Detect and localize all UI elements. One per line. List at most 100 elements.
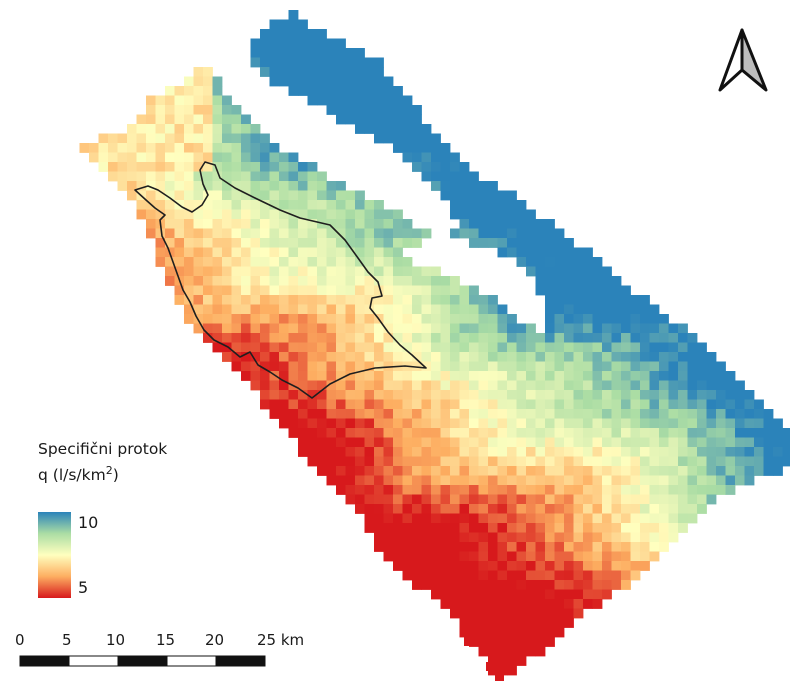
raster-cell [402, 570, 413, 581]
raster-cell [735, 466, 745, 476]
raster-cell [478, 456, 489, 467]
raster-cell [488, 437, 498, 448]
raster-cell [687, 418, 698, 429]
raster-cell [431, 466, 441, 476]
raster-cell [317, 314, 327, 324]
raster-cell [89, 143, 99, 153]
raster-cell [431, 437, 441, 448]
raster-cell [554, 228, 565, 239]
raster-cell [298, 162, 308, 172]
raster-cell [621, 485, 631, 495]
raster-cell [592, 399, 603, 410]
raster-cell [317, 276, 327, 286]
raster-cell [649, 485, 660, 495]
raster-cell [440, 276, 451, 286]
raster-cell [545, 627, 555, 638]
raster-cell [364, 247, 375, 258]
raster-cell [687, 513, 698, 524]
raster-cell [374, 532, 384, 543]
raster-cell [269, 162, 280, 172]
raster-cell [279, 238, 289, 248]
raster-cell [269, 190, 280, 201]
raster-cell [725, 485, 736, 495]
raster-cell [659, 399, 669, 410]
raster-cell [640, 504, 650, 514]
raster-cell [146, 190, 156, 201]
raster-cell [298, 333, 308, 343]
raster-cell [573, 437, 584, 448]
raster-cell [326, 295, 337, 305]
raster-cell [640, 399, 650, 410]
raster-cell [450, 456, 460, 467]
raster-cell [488, 428, 498, 438]
raster-cell [326, 352, 337, 362]
raster-cell [478, 304, 489, 315]
raster-cell [564, 523, 574, 533]
raster-cell [174, 295, 185, 305]
raster-cell [564, 504, 574, 514]
raster-cell [383, 124, 394, 134]
raster-cell [659, 428, 669, 438]
raster-cell [545, 551, 555, 562]
raster-cell [345, 209, 356, 220]
raster-cell [241, 333, 251, 343]
raster-cell [402, 475, 413, 486]
raster-cell [507, 494, 517, 505]
raster-cell [184, 228, 194, 239]
raster-cell [459, 418, 470, 429]
raster-cell [478, 238, 489, 248]
raster-cell [203, 266, 213, 277]
raster-cell [678, 352, 688, 362]
raster-cell [545, 437, 555, 448]
raster-cell [136, 143, 147, 153]
raster-cell [573, 314, 584, 324]
raster-cell [146, 152, 156, 163]
raster-cell [431, 323, 441, 334]
raster-cell [431, 551, 441, 562]
raster-cell [478, 466, 489, 476]
raster-cell [478, 580, 489, 590]
raster-cell [469, 304, 479, 315]
raster-cell [621, 570, 631, 581]
raster-cell [260, 209, 270, 220]
raster-cell [630, 561, 641, 571]
raster-cell [564, 314, 574, 324]
raster-cell [260, 380, 270, 391]
raster-cell [326, 390, 337, 400]
raster-cell [345, 114, 356, 125]
raster-cell [174, 171, 185, 182]
raster-cell [374, 456, 384, 467]
raster-cell [545, 504, 555, 514]
raster-cell [469, 333, 479, 343]
raster-cell [459, 618, 470, 628]
raster-cell [554, 333, 565, 343]
raster-cell [431, 143, 441, 153]
raster-cell [260, 133, 270, 144]
raster-cell [640, 513, 650, 524]
raster-cell [440, 599, 451, 609]
raster-cell [782, 447, 790, 457]
raster-cell [459, 513, 470, 524]
raster-cell [364, 124, 375, 134]
raster-cell [630, 390, 641, 400]
raster-cell [317, 437, 327, 448]
legend-min-label: 5 [78, 578, 89, 597]
raster-cell [222, 314, 232, 324]
raster-cell [611, 447, 622, 457]
raster-cell [678, 380, 688, 391]
raster-cell [212, 314, 223, 324]
raster-cell [326, 285, 337, 296]
raster-cell [526, 219, 536, 229]
raster-cell [621, 304, 631, 315]
raster-cell [127, 124, 137, 134]
raster-cell [374, 352, 384, 362]
raster-cell [497, 352, 508, 362]
raster-cell [298, 219, 308, 229]
raster-cell [393, 409, 403, 419]
raster-cell [516, 418, 527, 429]
raster-cell [706, 485, 717, 495]
raster-cell [279, 371, 289, 381]
raster-cell [478, 390, 489, 400]
raster-cell [478, 523, 489, 533]
raster-cell [697, 428, 707, 438]
